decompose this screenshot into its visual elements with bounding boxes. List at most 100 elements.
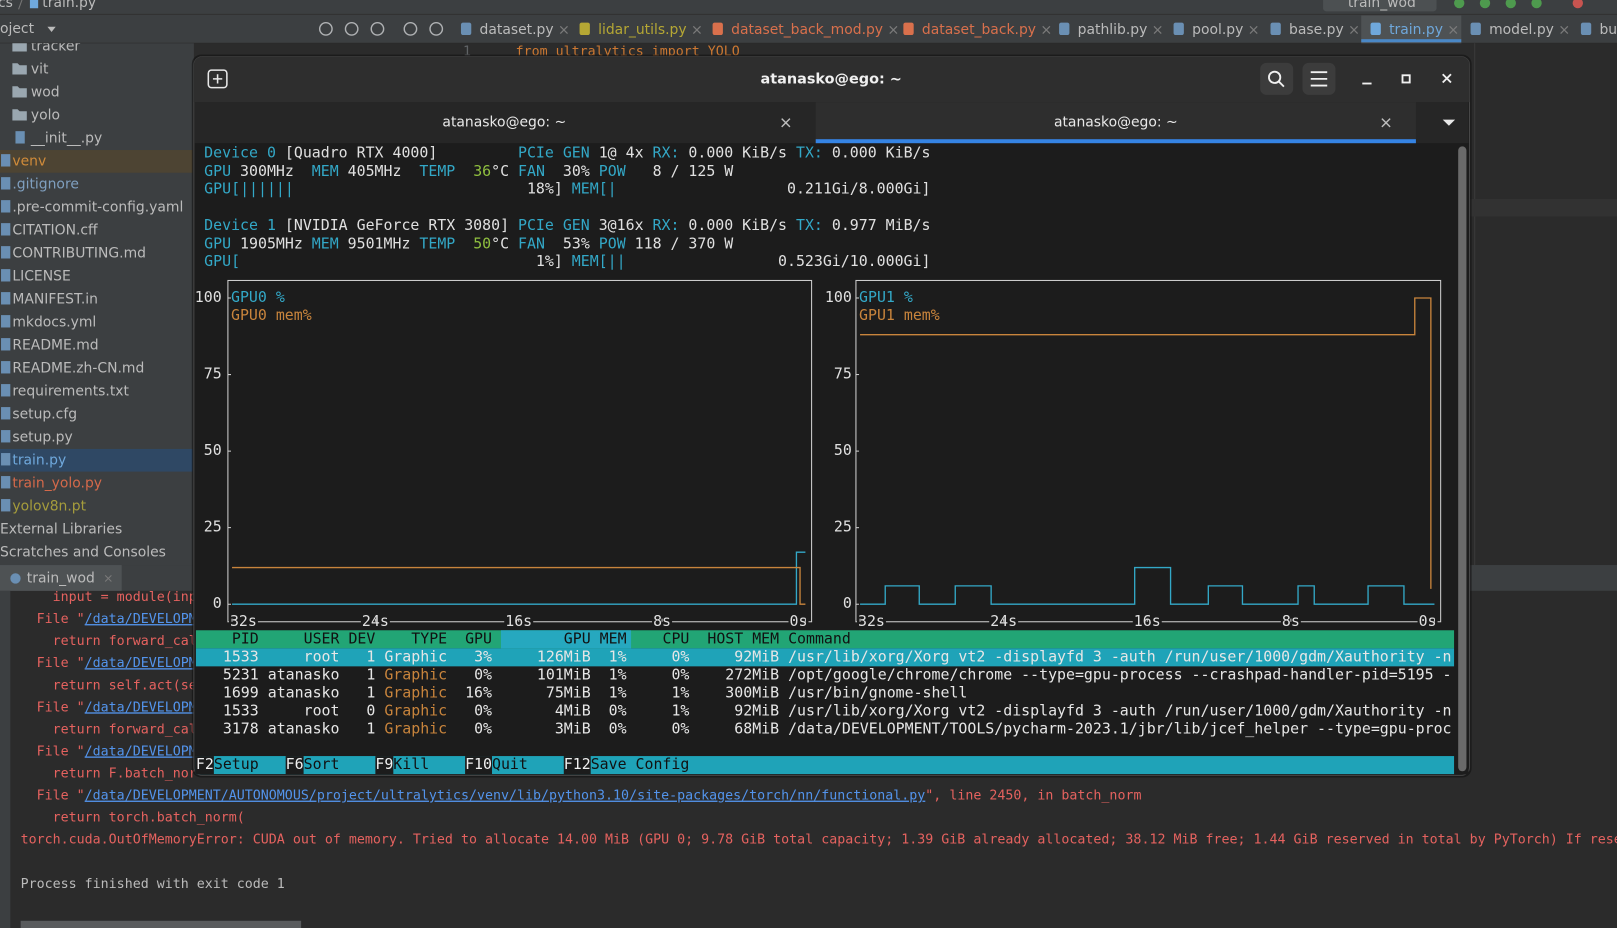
close-button[interactable] xyxy=(1442,73,1452,84)
tab-close[interactable] xyxy=(1449,25,1458,34)
process-cell: 300MiB xyxy=(725,683,779,701)
tree-item[interactable]: README.zh-CN.md xyxy=(12,360,144,376)
function-label[interactable]: Save Config xyxy=(591,755,690,773)
terminal-body xyxy=(194,143,1469,775)
tree-item[interactable]: LICENSE xyxy=(12,268,70,284)
device-text: 0.977 MiB/s xyxy=(823,216,931,234)
terminal-tab[interactable]: atanasko@ego: ~ xyxy=(442,115,566,131)
tree-item[interactable]: wod xyxy=(31,84,60,100)
editor-tab[interactable]: bui xyxy=(1599,22,1617,38)
tree-item[interactable]: Scratches and Consoles xyxy=(0,544,166,560)
tree-item[interactable]: README.md xyxy=(12,337,98,353)
tab-close[interactable] xyxy=(1153,25,1162,34)
console-link[interactable]: /data/DEVELOPMENT/AUTONOMOUS/project/ult… xyxy=(85,789,926,804)
tree-item[interactable]: __init__.py xyxy=(30,130,102,146)
run-config-box[interactable] xyxy=(1323,0,1437,12)
tab-close[interactable] xyxy=(1349,25,1359,34)
process-header[interactable]: CPU xyxy=(662,629,689,647)
maximize-button[interactable] xyxy=(1401,74,1411,84)
function-label[interactable]: Sort xyxy=(304,755,340,773)
toolbar-icon[interactable] xyxy=(403,21,418,36)
console-link[interactable]: /data/DEVELOPM xyxy=(85,700,197,715)
tree-item[interactable]: yolo xyxy=(31,107,60,123)
tab-close[interactable] xyxy=(1042,25,1051,34)
tree-item[interactable]: MANIFEST.in xyxy=(12,291,98,307)
tree-item[interactable]: requirements.txt xyxy=(12,383,129,399)
device-text: TX: xyxy=(796,216,823,234)
function-key[interactable]: F6 xyxy=(286,755,304,773)
process-header[interactable]: GPU xyxy=(465,629,492,647)
function-label[interactable]: Setup xyxy=(214,755,259,773)
process-header[interactable]: GPU MEM xyxy=(564,629,627,647)
console-text: File " xyxy=(21,656,85,671)
terminal-tab-close[interactable] xyxy=(1381,118,1391,128)
console-link[interactable]: /data/DEVELOPM xyxy=(85,612,197,627)
device-text: FAN xyxy=(518,162,545,180)
tree-item[interactable]: setup.py xyxy=(12,429,72,445)
terminal-tab-close[interactable] xyxy=(781,118,791,128)
toolbar-icon[interactable] xyxy=(344,21,359,36)
tree-item[interactable]: train_yolo.py xyxy=(12,475,102,491)
function-key[interactable]: F10 xyxy=(465,755,492,773)
tab-list-button[interactable] xyxy=(1442,119,1456,126)
console-link[interactable]: /data/DEVELOPM xyxy=(85,656,197,671)
tree-item[interactable]: vit xyxy=(31,61,49,77)
active-tab-underline xyxy=(1361,39,1462,43)
process-header[interactable]: USER xyxy=(304,629,340,647)
terminal-header xyxy=(193,56,1470,103)
editor-tab[interactable]: lidar_utils.py xyxy=(598,22,686,38)
new-tab-button[interactable] xyxy=(207,69,228,89)
process-header[interactable]: PID xyxy=(232,629,259,647)
process-header[interactable]: HOST MEM xyxy=(707,629,779,647)
tree-item[interactable]: .gitignore xyxy=(12,176,79,192)
editor-tab[interactable]: dataset.py xyxy=(480,22,554,38)
tree-item[interactable]: tracker xyxy=(31,38,80,54)
editor-tab[interactable]: base.py xyxy=(1289,22,1344,38)
function-label[interactable]: Quit xyxy=(492,755,528,773)
function-key[interactable]: F12 xyxy=(564,755,591,773)
editor-tab[interactable]: model.py xyxy=(1489,22,1554,38)
device-text: || xyxy=(608,252,626,270)
editor-tab[interactable]: pool.py xyxy=(1192,22,1243,38)
file-icon xyxy=(1,315,11,328)
toolbar-icon[interactable] xyxy=(318,21,333,36)
selected-row-background xyxy=(195,648,1455,667)
process-header[interactable]: DEV xyxy=(348,629,375,647)
toolbar-icon xyxy=(1454,0,1465,9)
tree-item[interactable]: External Libraries xyxy=(0,521,122,537)
toolbar-icon[interactable] xyxy=(429,21,444,36)
tree-item[interactable]: setup.cfg xyxy=(12,406,77,422)
editor-tab[interactable]: dataset_back_mod.py xyxy=(731,22,883,38)
tab-close[interactable] xyxy=(692,25,701,34)
tree-item[interactable]: mkdocs.yml xyxy=(12,314,96,330)
toolbar-icon[interactable] xyxy=(370,21,385,36)
tree-item[interactable]: yolov8n.pt xyxy=(12,498,86,514)
device-text: MEM xyxy=(312,234,339,252)
function-key[interactable]: F9 xyxy=(375,755,393,773)
console-link[interactable]: /data/DEVELOPM xyxy=(85,744,197,759)
function-label[interactable]: Kill xyxy=(393,755,429,773)
editor-tab[interactable]: dataset_back.py xyxy=(922,22,1036,38)
tree-item[interactable]: CITATION.cff xyxy=(12,222,98,238)
run-tab[interactable]: train_wod xyxy=(27,570,95,586)
terminal-tab[interactable]: atanasko@ego: ~ xyxy=(1054,115,1178,131)
process-header[interactable]: Command xyxy=(788,629,851,647)
editor-tab[interactable]: pathlib.py xyxy=(1078,22,1148,38)
search-button[interactable] xyxy=(1260,62,1294,95)
tab-close[interactable] xyxy=(559,25,568,34)
tree-item[interactable]: train.py xyxy=(12,452,66,468)
file-icon xyxy=(1,453,11,466)
tree-item[interactable]: CONTRIBUTING.md xyxy=(12,245,146,261)
device-text: MEM[ xyxy=(572,180,608,198)
tree-item[interactable]: venv xyxy=(12,153,46,169)
tab-close[interactable] xyxy=(1249,25,1258,34)
tab-close[interactable] xyxy=(1560,25,1569,34)
tab-close[interactable] xyxy=(889,25,898,34)
device-text: 405MHz xyxy=(339,162,420,180)
process-cell: 1% xyxy=(609,665,627,683)
editor-tab[interactable]: train.py xyxy=(1389,22,1443,38)
process-header[interactable]: TYPE xyxy=(411,629,447,647)
function-key[interactable]: F2 xyxy=(196,755,214,773)
tree-item[interactable]: .pre-commit-config.yaml xyxy=(12,199,183,215)
device-text: 9501MHz xyxy=(339,234,420,252)
